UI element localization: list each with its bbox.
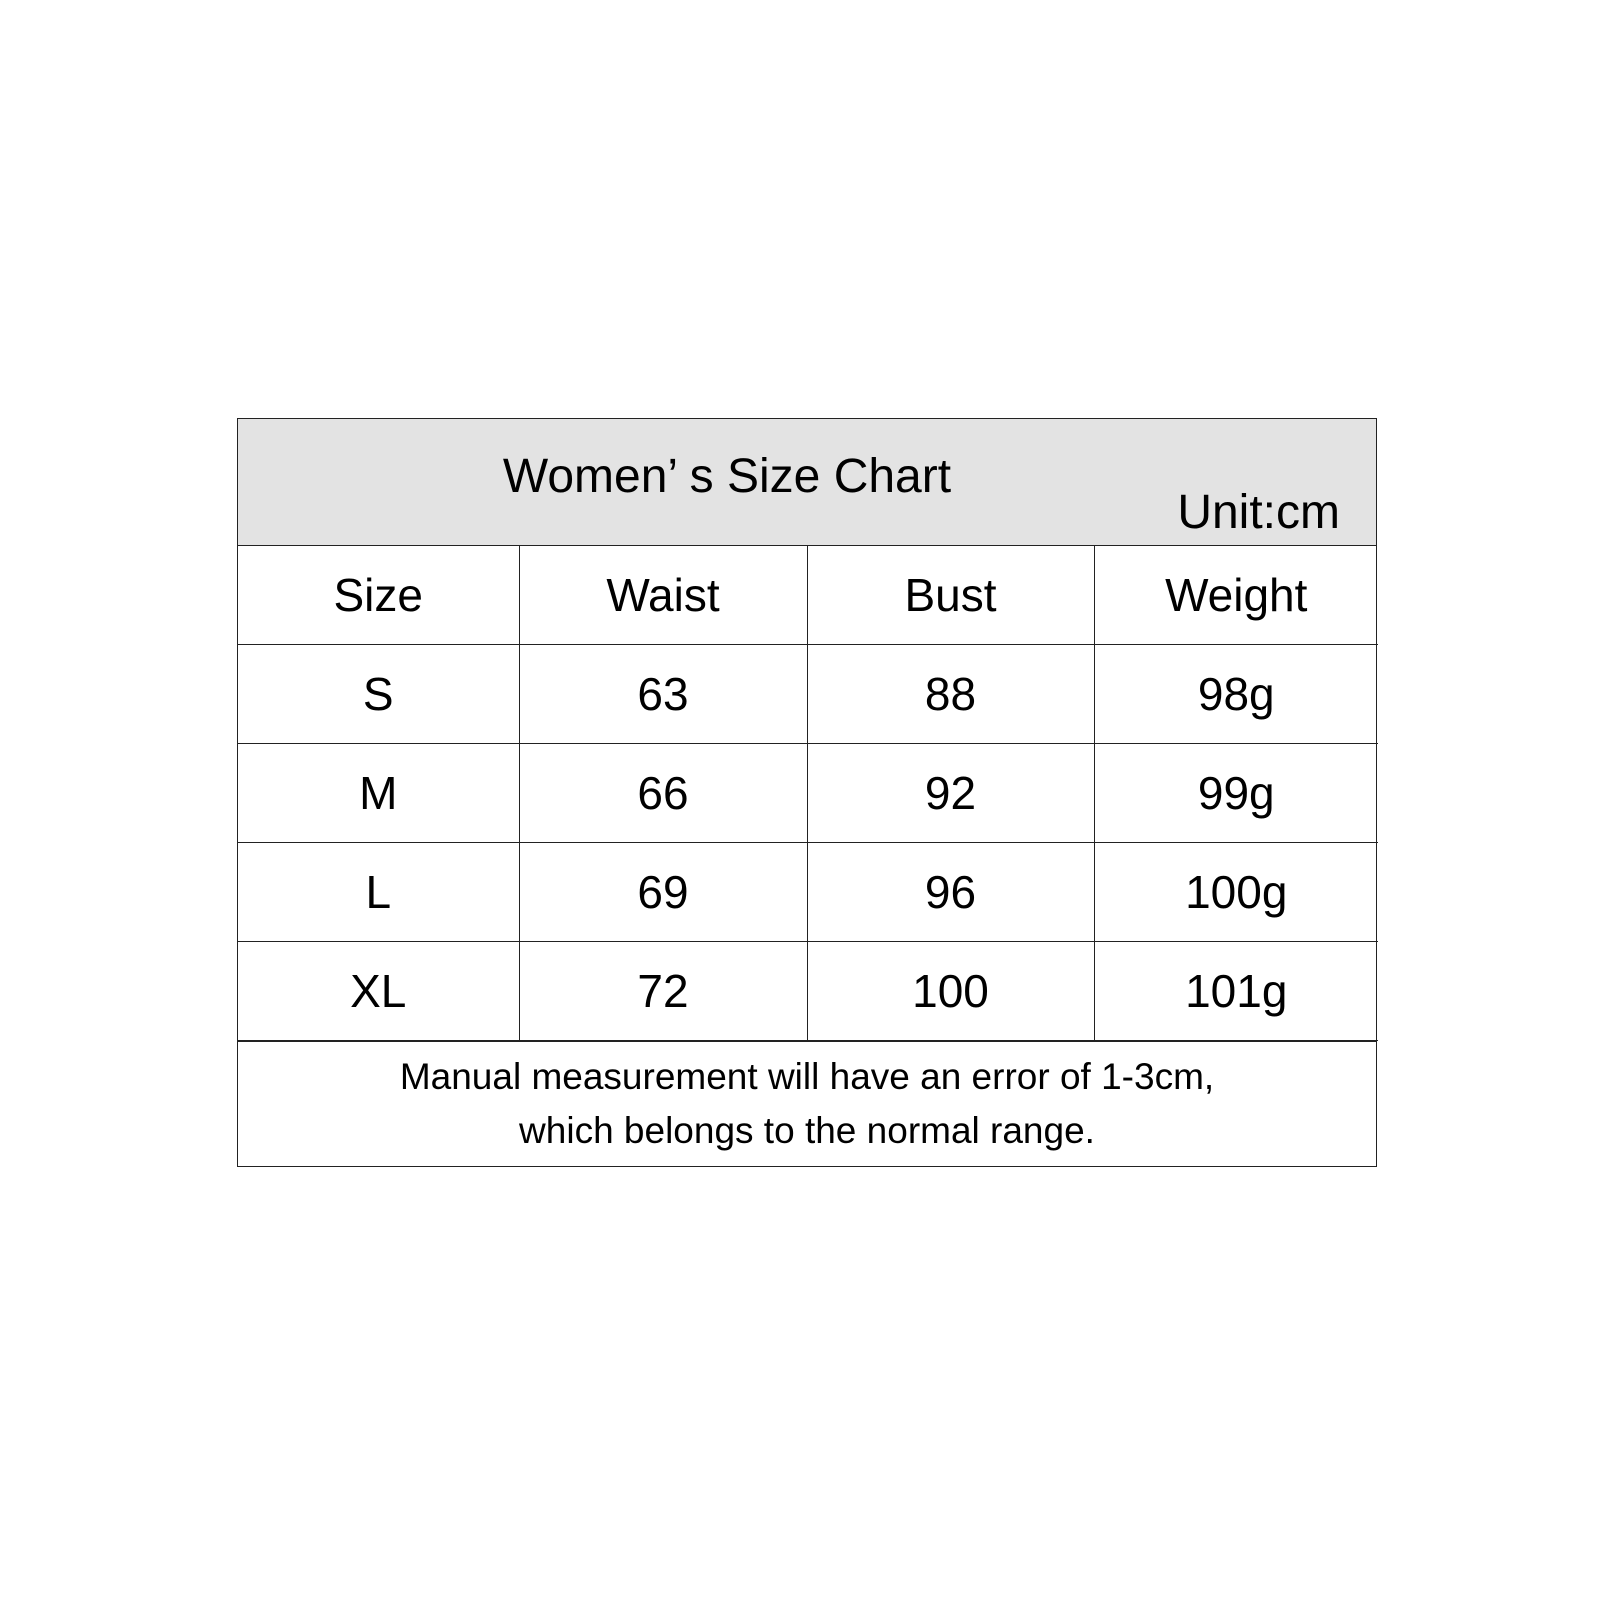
column-header: Waist — [518, 546, 808, 645]
column-header: Weight — [1093, 546, 1378, 645]
table-row: S 63 88 98g — [238, 644, 1378, 744]
unit-label: Unit:cm — [1177, 486, 1340, 539]
column-header: Bust — [806, 546, 1095, 645]
table-cell: M — [238, 743, 520, 843]
size-chart: Women’ s Size Chart Unit:cm Size Waist B… — [237, 418, 1378, 1167]
table-cell: 63 — [518, 644, 808, 744]
table-cell: 101g — [1093, 941, 1378, 1041]
table-cell: 72 — [518, 941, 808, 1041]
table-header-row: Size Waist Bust Weight — [238, 546, 1378, 645]
note-line: which belongs to the normal range. — [519, 1110, 1095, 1151]
table-cell: L — [238, 842, 520, 942]
chart-header: Women’ s Size Chart Unit:cm — [238, 419, 1376, 546]
chart-title: Women’ s Size Chart — [502, 450, 952, 503]
table-cell: 88 — [806, 644, 1095, 744]
measurement-note: Manual measurement will have an error of… — [238, 1041, 1376, 1166]
table-row: XL 72 100 101g — [238, 941, 1378, 1041]
table-cell: 100g — [1093, 842, 1378, 942]
table-cell: XL — [238, 941, 520, 1041]
table-cell: 100 — [806, 941, 1095, 1041]
table-row: L 69 96 100g — [238, 842, 1378, 942]
table-cell: 99g — [1093, 743, 1378, 843]
column-header: Size — [238, 546, 520, 645]
table-row: M 66 92 99g — [238, 743, 1378, 843]
size-table: Size Waist Bust Weight S 63 88 98g M 66 … — [238, 546, 1378, 1041]
table-cell: 98g — [1093, 644, 1378, 744]
table-cell: 69 — [518, 842, 808, 942]
note-line: Manual measurement will have an error of… — [399, 1056, 1215, 1097]
table-cell: S — [238, 644, 520, 744]
table-cell: 96 — [806, 842, 1095, 942]
table-cell: 92 — [806, 743, 1095, 843]
table-cell: 66 — [518, 743, 808, 843]
